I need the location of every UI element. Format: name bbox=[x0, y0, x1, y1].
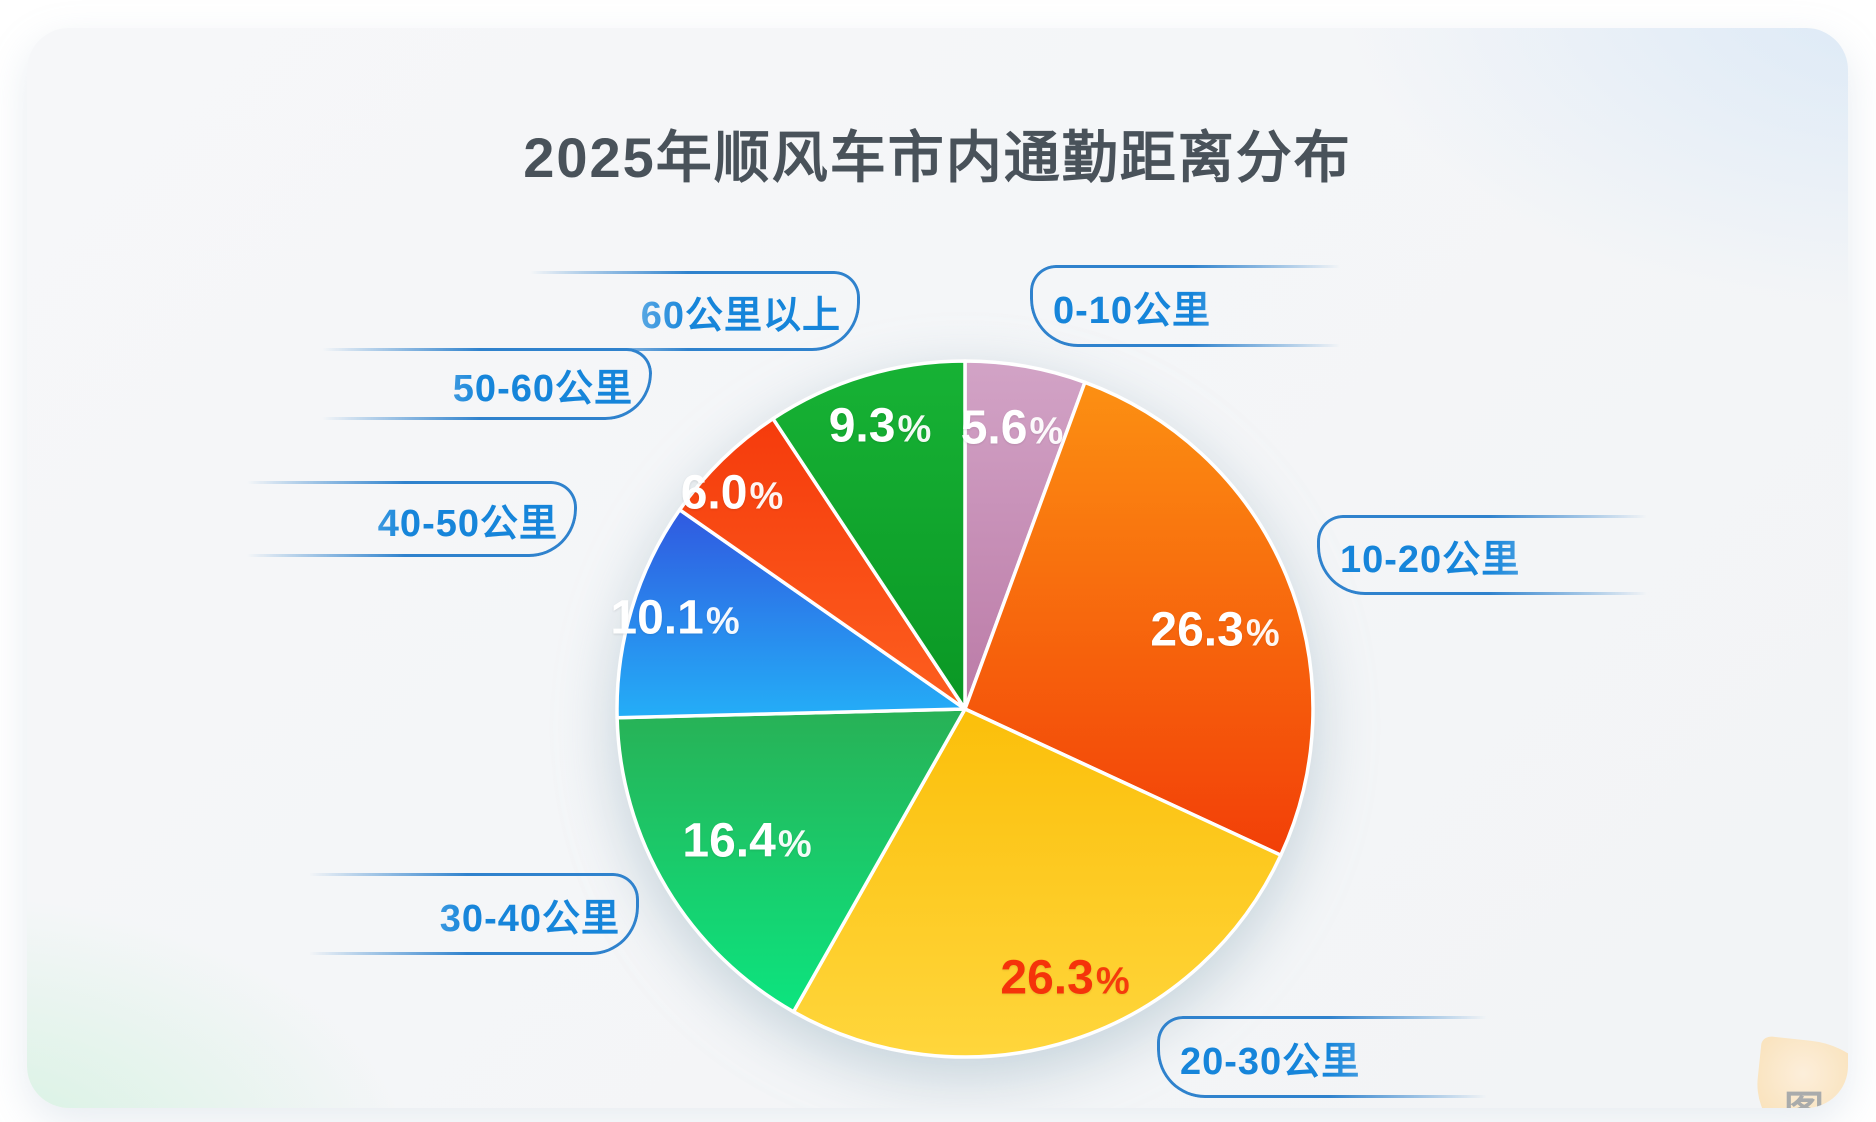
slice-value-0-10公里: 5.6% bbox=[960, 401, 1064, 455]
callout-label: 30-40公里 bbox=[439, 897, 620, 940]
slice-value-60公里以上: 9.3% bbox=[828, 399, 932, 453]
slice-value-10-20公里: 26.3% bbox=[1150, 603, 1280, 657]
callout-10-20km: 10-20公里 bbox=[1317, 515, 1647, 595]
slice-value-20-30公里: 26.3% bbox=[1000, 951, 1130, 1005]
pie-chart bbox=[615, 359, 1315, 1059]
callout-50-60km: 50-60公里 bbox=[322, 348, 652, 420]
pie-slice-50-60公里[interactable] bbox=[677, 416, 967, 711]
pie-slice-10-20公里[interactable] bbox=[963, 380, 1315, 857]
callout-20-30km: 20-30公里 bbox=[1157, 1016, 1487, 1098]
pie-slice-20-30公里[interactable] bbox=[791, 707, 1283, 1059]
slice-value-40-50公里: 10.1% bbox=[610, 591, 740, 645]
pie-slice-60公里以上[interactable] bbox=[771, 359, 967, 711]
callout-label: 0-10公里 bbox=[1053, 289, 1212, 332]
callout-30-40km: 30-40公里 bbox=[309, 873, 639, 955]
chart-title: 2025年顺风车市内通勤距离分布 bbox=[523, 126, 1352, 189]
slice-value-30-40公里: 16.4% bbox=[682, 814, 812, 868]
pie-slice-40-50公里[interactable] bbox=[615, 508, 967, 720]
callout-label: 40-50公里 bbox=[377, 502, 558, 545]
callout-label: 60公里以上 bbox=[640, 294, 841, 337]
callout-40-50km: 40-50公里 bbox=[247, 481, 577, 557]
callout-label: 10-20公里 bbox=[1340, 538, 1521, 581]
slice-value-50-60公里: 6.0% bbox=[680, 466, 784, 520]
chart-card: 2025年顺风车市内通勤距离分布 5.6% 26.3% 26.3% 16.4% 10.1… bbox=[27, 28, 1848, 1108]
pie-slice-30-40公里[interactable] bbox=[615, 707, 967, 1014]
callout-0-10km: 0-10公里 bbox=[1030, 265, 1340, 347]
callout-label: 20-30公里 bbox=[1180, 1040, 1361, 1083]
callout-label: 50-60公里 bbox=[452, 367, 633, 410]
callout-60km-plus: 60公里以上 bbox=[530, 271, 860, 351]
figure-number-watermark: 图2 bbox=[1784, 1078, 1848, 1108]
